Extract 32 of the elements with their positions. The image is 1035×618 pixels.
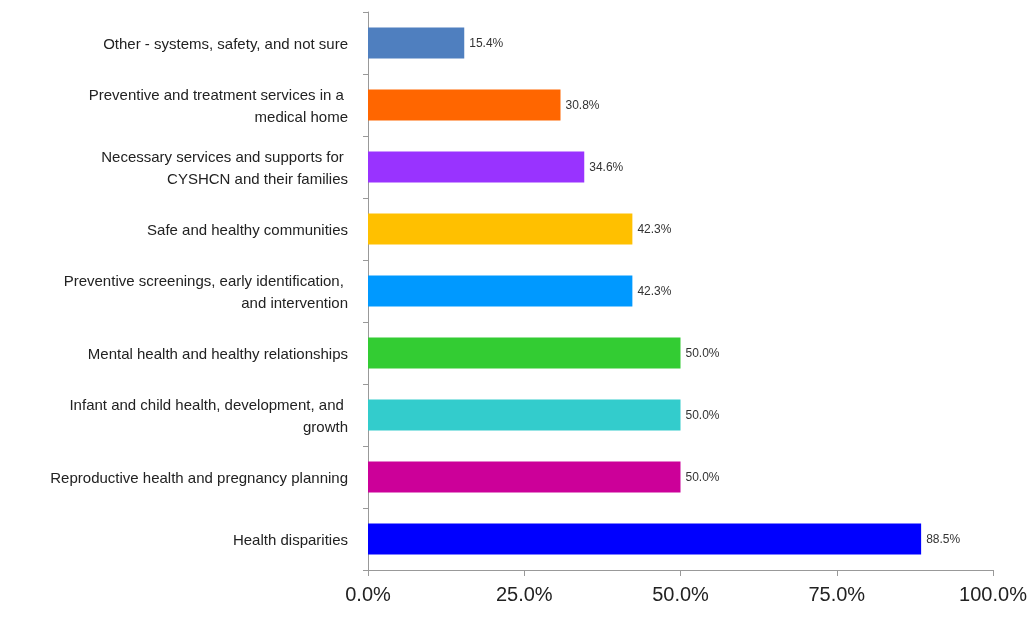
bar: [368, 213, 633, 245]
bar: [368, 89, 561, 121]
y-tick-label: Other - systems, safety, and not sure: [103, 34, 348, 52]
y-tick-label: Infant and child health, development, and growth: [69, 395, 348, 435]
x-tick-label: 100.0%: [959, 583, 1028, 605]
data-label: 50.0%: [685, 470, 720, 484]
y-tick-label: Health disparities: [232, 530, 348, 548]
y-tick-label: Preventive screenings, early identification, and intervention: [63, 271, 348, 311]
bar: [368, 337, 681, 369]
data-label: 50.0%: [685, 346, 720, 360]
data-label: 88.5%: [926, 532, 961, 546]
x-tick-label: 0.0%: [345, 583, 392, 605]
data-label: 50.0%: [685, 408, 720, 422]
data-label: 42.3%: [637, 284, 672, 298]
data-label: 15.4%: [469, 36, 504, 50]
y-tick-label: Safe and healthy communities: [147, 220, 348, 238]
x-tick-label: 50.0%: [652, 583, 710, 605]
bar: [368, 461, 681, 493]
y-tick-label: Reproductive health and pregnancy planning: [50, 468, 348, 486]
bar: [368, 523, 922, 555]
bar: [368, 151, 585, 183]
data-label: 30.8%: [565, 98, 600, 112]
bar: [368, 27, 465, 59]
y-tick-label: Mental health and healthy relationships: [87, 344, 348, 362]
x-tick-label: 75.0%: [808, 583, 866, 605]
x-tick-label: 25.0%: [495, 583, 553, 605]
y-tick-label: Preventive and treatment services in a medical home: [88, 85, 348, 125]
data-label: 42.3%: [637, 222, 672, 236]
bar: [368, 399, 681, 431]
data-label: 34.6%: [589, 160, 624, 174]
y-tick-label: Necessary services and supports for CYSHCN and their families: [101, 147, 348, 187]
bar: [368, 275, 633, 307]
